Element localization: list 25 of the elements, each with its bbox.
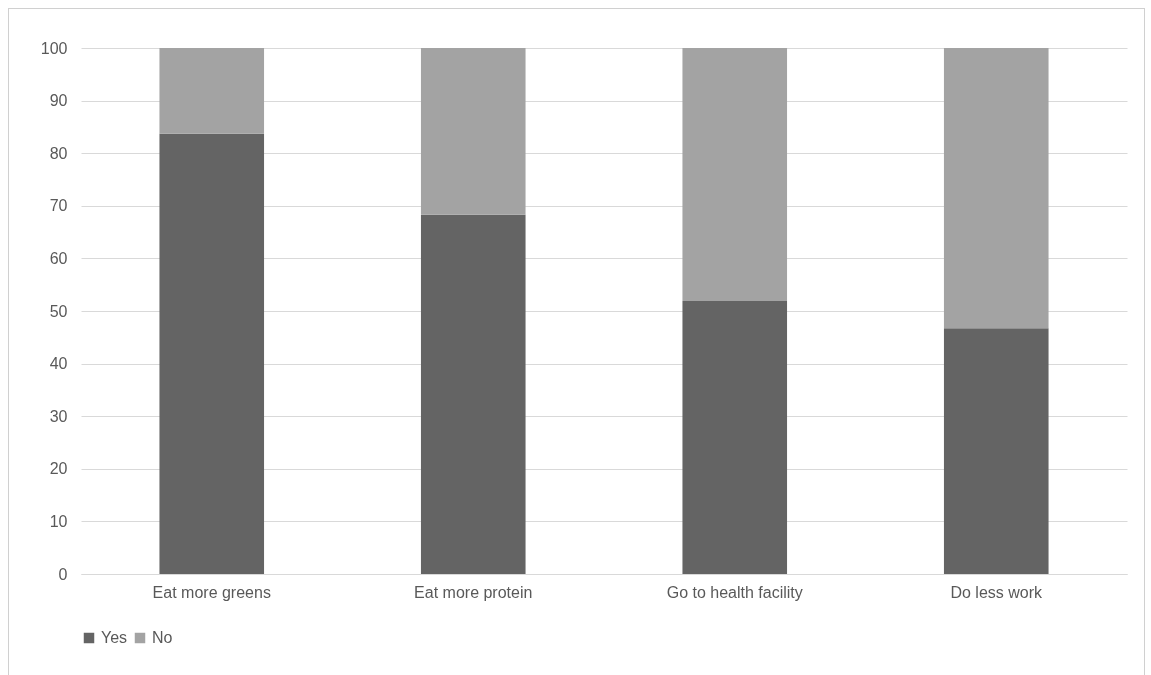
y-tick-label: 100: [40, 39, 68, 57]
y-tick-label: 80: [49, 144, 68, 162]
y-tick-label: 0: [58, 565, 68, 583]
y-tick-label: 30: [49, 407, 68, 425]
y-tick-label: 60: [49, 249, 68, 267]
y-tick-label: 50: [49, 302, 68, 320]
bar: [943, 328, 1049, 574]
bar: [943, 48, 1049, 329]
bar: [420, 48, 526, 215]
x-tick-label: Go to health facility: [666, 583, 803, 601]
x-tick-label: Do less work: [950, 583, 1044, 601]
bar: [159, 133, 265, 574]
bar: [420, 214, 526, 574]
legend-label: Yes: [101, 629, 128, 646]
x-tick-label: Eat more protein: [414, 583, 533, 601]
bar: [682, 48, 788, 302]
y-tick-label: 90: [49, 92, 68, 110]
y-tick-label: 40: [49, 355, 68, 373]
x-tick-label: Eat more greens: [152, 583, 271, 601]
bar: [682, 301, 788, 574]
legend-label: No: [152, 629, 173, 646]
bar: [159, 48, 265, 134]
y-tick-label: 10: [49, 512, 68, 530]
y-tick-label: 70: [49, 197, 68, 215]
y-tick-label: 20: [49, 460, 68, 478]
